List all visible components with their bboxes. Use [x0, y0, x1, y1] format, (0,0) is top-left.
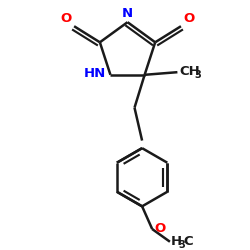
- Text: O: O: [154, 222, 166, 235]
- Text: H: H: [171, 235, 182, 248]
- Text: CH: CH: [179, 65, 200, 78]
- Text: 3: 3: [194, 70, 201, 80]
- Text: C: C: [183, 235, 193, 248]
- Text: O: O: [183, 12, 194, 25]
- Text: 3: 3: [178, 240, 185, 250]
- Text: HN: HN: [84, 67, 106, 80]
- Text: N: N: [122, 7, 133, 20]
- Text: O: O: [61, 12, 72, 25]
